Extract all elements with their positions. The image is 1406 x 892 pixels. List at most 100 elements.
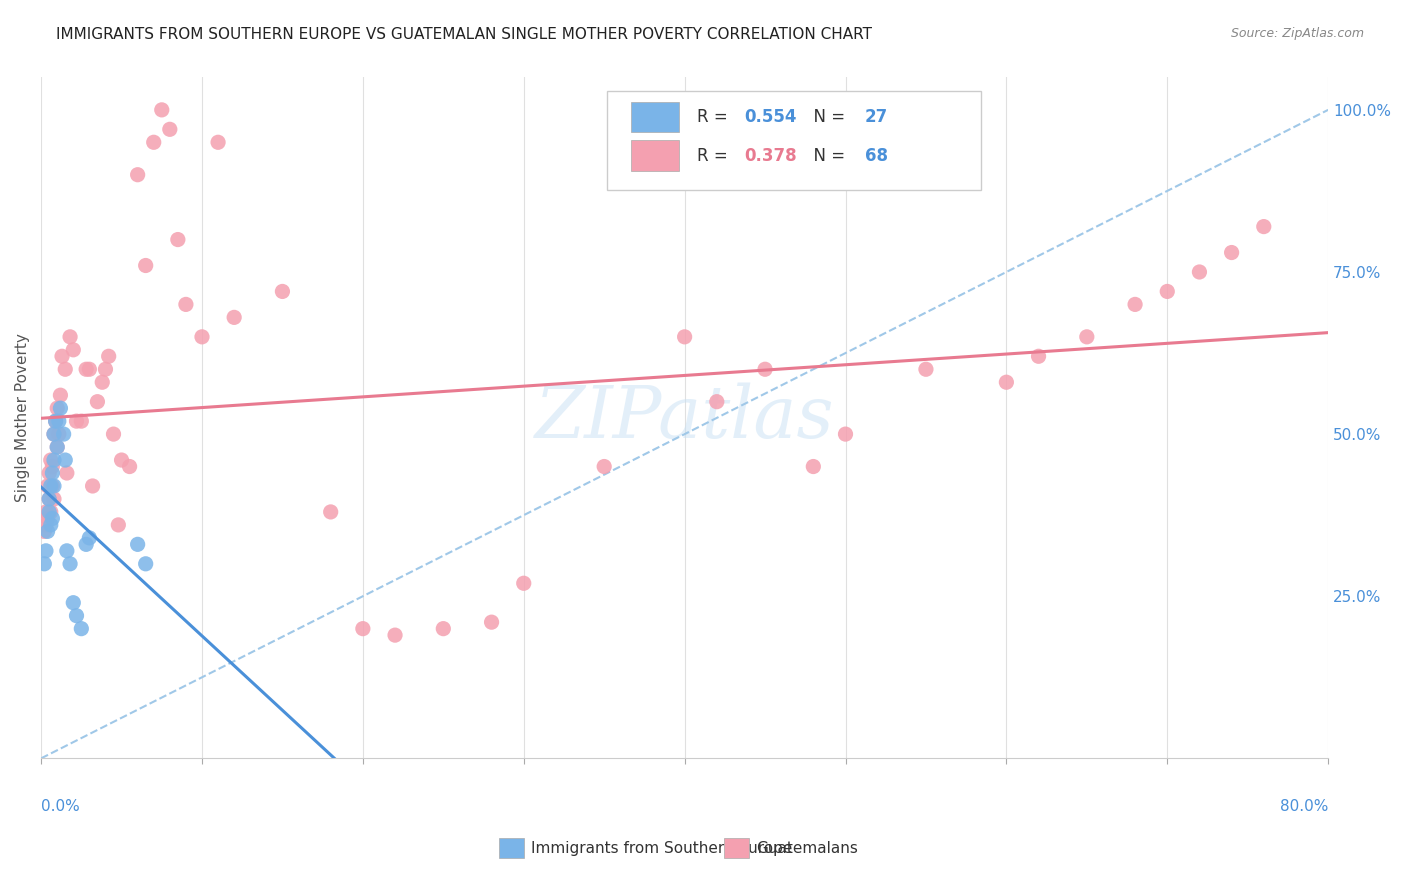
Point	[42, 453, 65, 467]
Point	[432, 622, 454, 636]
Point	[38, 466, 60, 480]
Point	[754, 362, 776, 376]
Point	[53, 453, 76, 467]
Point	[75, 362, 97, 376]
Point	[319, 505, 342, 519]
Point	[41, 459, 63, 474]
Text: ZIPatlas: ZIPatlas	[534, 383, 834, 453]
Text: 0.378: 0.378	[744, 147, 796, 165]
Point	[42, 491, 65, 506]
Text: 0.554: 0.554	[744, 108, 796, 126]
Point	[42, 427, 65, 442]
Point	[706, 394, 728, 409]
Point	[1028, 349, 1050, 363]
Point	[70, 414, 93, 428]
Point	[62, 343, 84, 357]
Point	[48, 414, 70, 428]
Text: 27: 27	[865, 108, 889, 126]
Point	[35, 505, 58, 519]
Point	[673, 330, 696, 344]
Point	[1253, 219, 1275, 234]
Point	[915, 362, 938, 376]
Point	[34, 557, 56, 571]
Text: 0.0%: 0.0%	[41, 799, 80, 814]
Point	[34, 524, 56, 539]
Point	[39, 479, 62, 493]
Point	[110, 453, 132, 467]
Point	[46, 440, 69, 454]
Text: Guatemalans: Guatemalans	[756, 841, 858, 855]
Point	[37, 524, 59, 539]
Point	[41, 466, 63, 480]
Point	[191, 330, 214, 344]
Point	[79, 362, 101, 376]
Point	[62, 596, 84, 610]
Point	[1123, 297, 1146, 311]
Point	[513, 576, 536, 591]
Point	[135, 557, 157, 571]
Point	[1156, 285, 1178, 299]
Point	[45, 414, 67, 428]
Point	[37, 479, 59, 493]
Text: IMMIGRANTS FROM SOUTHERN EUROPE VS GUATEMALAN SINGLE MOTHER POVERTY CORRELATION : IMMIGRANTS FROM SOUTHERN EUROPE VS GUATE…	[56, 27, 872, 42]
Point	[801, 459, 824, 474]
Point	[103, 427, 125, 442]
Point	[38, 505, 60, 519]
Point	[107, 517, 129, 532]
Point	[97, 349, 120, 363]
Point	[49, 401, 72, 416]
Point	[39, 505, 62, 519]
Point	[159, 122, 181, 136]
Point	[59, 330, 82, 344]
Point	[174, 297, 197, 311]
Point	[1076, 330, 1098, 344]
Text: 68: 68	[865, 147, 887, 165]
Point	[207, 136, 229, 150]
Point	[46, 401, 69, 416]
Point	[224, 310, 246, 325]
Point	[127, 168, 149, 182]
Point	[39, 453, 62, 467]
Point	[70, 622, 93, 636]
Point	[41, 511, 63, 525]
Point	[51, 349, 73, 363]
Point	[834, 427, 856, 442]
Point	[127, 537, 149, 551]
Point	[42, 479, 65, 493]
Point	[56, 544, 79, 558]
Point	[38, 491, 60, 506]
Point	[352, 622, 374, 636]
Point	[166, 233, 188, 247]
Point	[271, 285, 294, 299]
Point	[150, 103, 173, 117]
Point	[118, 459, 141, 474]
Text: 80.0%: 80.0%	[1279, 799, 1329, 814]
Point	[86, 394, 108, 409]
Point	[59, 557, 82, 571]
FancyBboxPatch shape	[607, 91, 980, 190]
Point	[82, 479, 104, 493]
Point	[45, 414, 67, 428]
Point	[481, 615, 503, 629]
FancyBboxPatch shape	[630, 140, 679, 171]
Point	[35, 517, 58, 532]
Point	[79, 531, 101, 545]
Point	[91, 376, 114, 390]
Point	[37, 511, 59, 525]
FancyBboxPatch shape	[630, 102, 679, 132]
Point	[56, 466, 79, 480]
Point	[48, 427, 70, 442]
Text: R =: R =	[697, 147, 734, 165]
Point	[142, 136, 165, 150]
Point	[46, 440, 69, 454]
Point	[1188, 265, 1211, 279]
Point	[593, 459, 616, 474]
Point	[995, 376, 1018, 390]
Point	[35, 544, 58, 558]
Point	[1220, 245, 1243, 260]
Point	[49, 388, 72, 402]
Point	[65, 414, 87, 428]
Text: Source: ZipAtlas.com: Source: ZipAtlas.com	[1230, 27, 1364, 40]
Point	[42, 427, 65, 442]
Text: N =: N =	[803, 108, 851, 126]
